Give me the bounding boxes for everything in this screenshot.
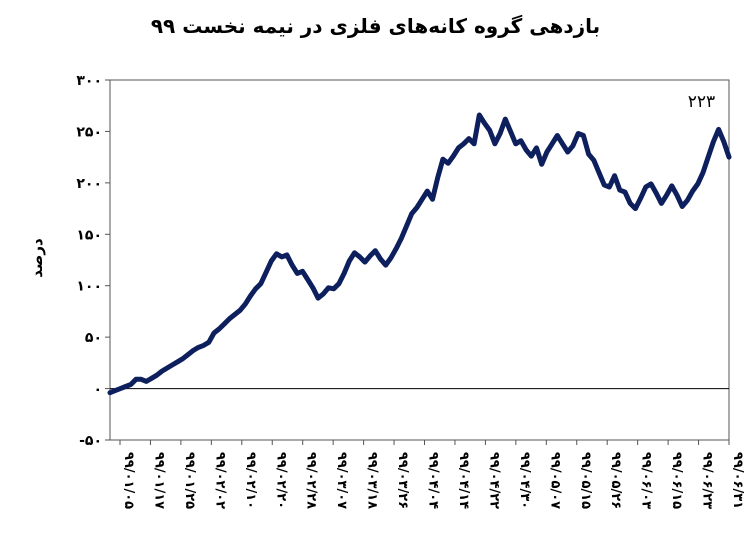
x-tick-label: ۹۹/۰۲/۲۸: [304, 452, 319, 509]
y-tick-label: ۳۰۰: [76, 73, 102, 89]
x-tick-label: ۹۹/۰۲/۱۰: [243, 452, 258, 509]
plot-area: [109, 79, 730, 441]
annotation-label: ۲۲۳: [688, 92, 715, 112]
x-tick-label: ۹۹/۰۱/۰۵: [121, 452, 136, 509]
series-line: [107, 112, 732, 396]
x-tick-label: ۹۹/۰۲/۰۲: [212, 452, 227, 509]
y-axis-label: درصد: [28, 238, 46, 278]
y-tick-label: -۵۰: [79, 433, 102, 449]
chart-title: بازدهی گروه کانه‌های فلزی در نیمه نخست ۹…: [150, 14, 601, 38]
x-tick-label: ۹۹/۰۴/۲۲: [486, 452, 501, 509]
x-tick-label: ۹۹/۰۶/۰۳: [639, 452, 654, 509]
x-axis: ۹۹/۰۱/۰۵ ۹۹/۰۱/۱۷ ۹۹/۰۱/۲۵ ۹۹/۰۲/۰۲ ۹۹/۰۲/۱۰…: [119, 440, 745, 509]
x-tick-label: ۹۹/۰۱/۲۵: [182, 452, 197, 509]
annotations: ۲۲۳: [688, 92, 715, 112]
x-tick-label: ۹۹/۰۶/۳۱: [730, 452, 745, 509]
x-tick-label: ۹۹/۰۱/۱۷: [151, 452, 166, 509]
x-tick-label: ۹۹/۰۵/۱۵: [578, 452, 593, 509]
x-tick-label: ۹۹/۰۳/۲۶: [395, 452, 410, 509]
x-tick-label: ۹۹/۰۳/۰۷: [334, 452, 349, 509]
x-tick-label: ۹۹/۰۴/۳۰: [517, 452, 532, 509]
x-tick-label: ۹۹/۰۵/۲۶: [608, 452, 623, 509]
y-tick-label: ۲۰۰: [76, 176, 102, 192]
x-tick-label: ۹۹/۰۳/۱۸: [365, 452, 380, 509]
x-tick-label: ۹۹/۰۴/۱۴: [456, 452, 471, 509]
x-tick-label: ۹۹/۰۶/۱۵: [669, 452, 684, 509]
y-tick-label: ۲۵۰: [76, 124, 102, 140]
x-tick-label: ۹۹/۰۶/۲۳: [700, 452, 715, 509]
y-tick-label: ۱۵۰: [76, 227, 102, 243]
x-tick-label: ۹۹/۰۵/۰۷: [547, 452, 562, 509]
y-tick-label: ۱۰۰: [76, 279, 102, 295]
y-axis: -۵۰ ۰ ۵۰ ۱۰۰ ۱۵۰ ۲۰۰ ۲۵۰ ۳۰۰: [76, 73, 110, 449]
y-tick-label: ۰: [93, 382, 102, 398]
y-tick-label: ۵۰: [85, 330, 102, 346]
x-tick-label: ۹۹/۰۴/۰۴: [426, 452, 441, 509]
x-tick-label: ۹۹/۰۲/۲۰: [273, 452, 288, 509]
